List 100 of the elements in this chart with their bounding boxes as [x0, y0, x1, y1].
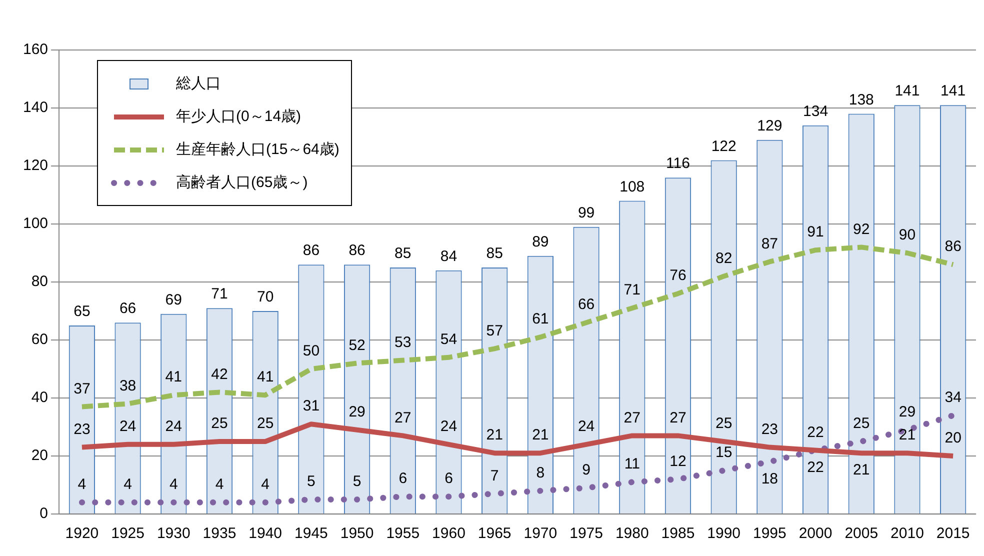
data-label: 66	[578, 296, 595, 314]
data-label: 23	[74, 420, 90, 438]
y-tick-label: 140	[22, 99, 48, 116]
y-tick-label: 20	[31, 447, 48, 464]
data-label: 41	[257, 368, 274, 386]
x-tick-label: 2015	[936, 525, 970, 542]
data-label: 76	[670, 267, 686, 284]
x-tick-label: 1950	[340, 525, 374, 542]
data-label: 27	[624, 409, 640, 426]
data-label: 20	[944, 430, 962, 447]
data-label: 4	[169, 476, 178, 494]
data-label: 99	[578, 204, 595, 222]
data-label: 25	[715, 415, 732, 432]
data-label: 21	[486, 426, 503, 444]
data-label: 9	[582, 462, 590, 479]
x-tick-label: 1945	[294, 525, 328, 542]
data-label: 92	[853, 220, 870, 238]
y-tick-label: 160	[22, 41, 48, 58]
legend-label: 高齢者人口(65歳～)	[176, 173, 308, 192]
data-label: 4	[78, 476, 86, 494]
data-label: 8	[536, 464, 545, 482]
data-label: 24	[440, 418, 458, 436]
data-label: 108	[620, 178, 645, 196]
data-label: 82	[715, 250, 732, 267]
x-tick-label: 2000	[798, 525, 832, 542]
data-label: 86	[944, 238, 962, 256]
data-label: 6	[444, 470, 453, 488]
data-label: 42	[211, 366, 228, 383]
x-tick-label: 1990	[707, 525, 741, 542]
x-tick-label: 2010	[890, 525, 924, 542]
data-label: 4	[215, 476, 224, 494]
data-label: 122	[711, 138, 736, 155]
data-label: 7	[490, 467, 499, 484]
data-label: 85	[486, 245, 503, 262]
x-tick-label: 1940	[248, 525, 282, 542]
x-tick-label: 1935	[202, 525, 236, 542]
data-label: 24	[578, 418, 595, 436]
data-label: 69	[165, 292, 182, 309]
data-label: 25	[853, 415, 870, 432]
legend-label: 総人口	[176, 74, 222, 93]
data-label: 71	[624, 282, 640, 299]
data-label: 34	[944, 389, 962, 406]
data-label: 57	[486, 322, 503, 340]
x-tick-label: 1970	[524, 525, 558, 542]
x-tick-label: 1995	[752, 525, 786, 542]
data-label: 6	[398, 470, 408, 488]
data-label: 12	[670, 452, 686, 470]
data-label: 65	[74, 303, 90, 320]
data-label: 25	[211, 415, 228, 432]
data-label: 38	[119, 377, 136, 394]
data-label: 90	[898, 226, 916, 244]
x-tick-label: 1930	[156, 525, 190, 542]
data-label: 37	[74, 380, 90, 398]
data-label: 5	[352, 473, 362, 490]
data-label: 21	[532, 426, 549, 444]
data-label: 66	[119, 300, 136, 318]
data-label: 41	[165, 368, 182, 386]
data-label: 24	[165, 418, 182, 436]
data-label: 138	[848, 91, 874, 108]
data-label: 141	[940, 82, 966, 100]
data-label: 116	[666, 155, 690, 172]
data-label: 15	[715, 444, 732, 462]
data-label: 129	[757, 118, 782, 135]
data-label: 29	[898, 404, 916, 421]
data-label: 70	[257, 288, 274, 306]
data-label: 5	[307, 473, 316, 490]
data-label: 141	[894, 82, 920, 100]
data-label: 87	[761, 235, 778, 252]
x-tick-label: 1920	[65, 525, 99, 542]
y-tick-label: 0	[40, 505, 48, 522]
x-tick-label: 1975	[570, 525, 603, 542]
legend-label: 年少人口(0～14歳)	[176, 107, 302, 126]
x-tick-label: 2005	[844, 525, 878, 542]
y-tick-label: 40	[31, 389, 48, 406]
x-tick-label: 1960	[432, 525, 466, 542]
data-label: 134	[803, 103, 828, 120]
data-label: 24	[119, 418, 136, 436]
data-label: 52	[348, 336, 366, 354]
data-label: 22	[807, 424, 824, 441]
data-label: 91	[807, 224, 824, 241]
data-label: 29	[348, 404, 366, 421]
data-label: 61	[532, 310, 549, 328]
data-label: 54	[440, 331, 458, 348]
data-label: 27	[670, 409, 686, 426]
y-tick-label: 100	[22, 215, 48, 232]
x-tick-label: 1965	[478, 525, 512, 542]
y-tick-label: 120	[22, 157, 48, 174]
data-label: 18	[761, 470, 778, 488]
data-label: 53	[394, 334, 412, 351]
data-label: 27	[394, 409, 412, 426]
data-label: 4	[124, 476, 132, 494]
data-label: 11	[624, 456, 640, 473]
data-label: 71	[211, 286, 228, 303]
data-label: 50	[302, 342, 320, 360]
data-label: 31	[302, 398, 320, 415]
data-label: 89	[532, 234, 549, 251]
data-label: 21	[853, 462, 870, 479]
data-label: 21	[898, 426, 916, 444]
x-tick-label: 1980	[615, 525, 649, 542]
data-label: 86	[348, 242, 366, 260]
